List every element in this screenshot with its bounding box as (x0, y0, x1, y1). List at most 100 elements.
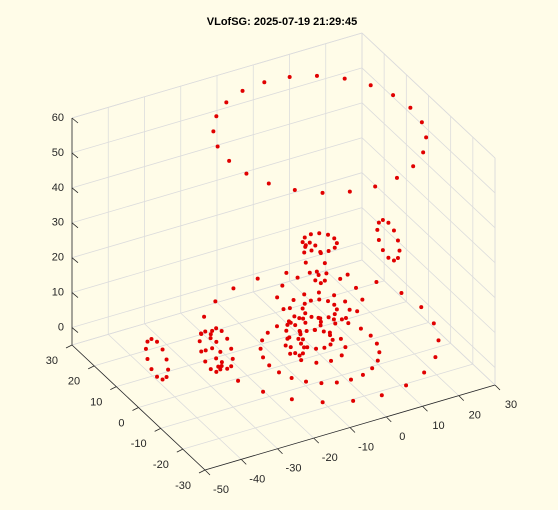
data-point (265, 330, 270, 335)
data-point (277, 370, 282, 375)
data-point (214, 369, 219, 374)
x-tick-label: -20 (322, 452, 338, 464)
x-tick-mark (277, 448, 283, 455)
data-point (391, 258, 396, 263)
z-tick-mark (71, 327, 79, 333)
data-point (288, 345, 293, 350)
data-point (303, 311, 308, 316)
x-tick-label: -50 (213, 484, 229, 496)
data-point (338, 336, 343, 341)
y-tick-mark (132, 407, 139, 411)
data-point (304, 329, 309, 334)
y-tick-label: -20 (153, 459, 169, 471)
grid-line (361, 102, 496, 229)
data-point (143, 346, 148, 351)
grid-line (71, 32, 363, 119)
data-point (394, 175, 399, 180)
grid-line (361, 242, 496, 368)
data-point (203, 329, 208, 334)
data-point (339, 353, 344, 358)
data-point (231, 286, 236, 291)
y-tick-mark (110, 386, 117, 391)
data-point (433, 355, 438, 360)
data-point (224, 100, 229, 105)
data-point (214, 114, 219, 119)
data-point (293, 323, 298, 328)
data-point (302, 292, 307, 297)
data-point (326, 248, 331, 253)
data-point (202, 314, 207, 319)
z-tick-mark (71, 187, 79, 194)
data-point (391, 93, 396, 98)
data-point (160, 377, 165, 382)
data-point (219, 329, 224, 334)
data-point (227, 158, 232, 163)
data-point (298, 332, 303, 337)
data-point (285, 336, 290, 341)
data-point (285, 322, 290, 327)
data-point (343, 299, 348, 304)
data-point (320, 400, 325, 405)
data-point (370, 366, 375, 371)
data-point (303, 260, 308, 265)
x-tick-mark (313, 437, 320, 444)
data-point (287, 75, 292, 80)
grid-line (71, 172, 363, 259)
data-point (280, 283, 285, 288)
x-tick-label: -10 (358, 441, 374, 453)
data-point (422, 370, 427, 375)
data-point (376, 220, 381, 225)
grid-line (160, 342, 451, 429)
grid-line (71, 207, 363, 293)
data-point (302, 301, 307, 306)
data-point (322, 261, 327, 266)
data-point (302, 250, 307, 255)
data-point (404, 383, 409, 388)
data-point (380, 218, 385, 223)
y-tick-mark (87, 365, 95, 370)
y-tick-label: -10 (131, 438, 147, 450)
data-point (395, 238, 400, 243)
data-point (283, 343, 288, 348)
data-point (360, 297, 365, 302)
data-point (318, 281, 323, 286)
y-tick-label: 10 (90, 397, 102, 409)
data-point (284, 270, 289, 275)
data-point (299, 358, 304, 363)
data-point (230, 356, 235, 361)
x-tick-mark (458, 395, 465, 401)
data-point (368, 333, 373, 338)
data-point (293, 351, 298, 356)
data-point (287, 306, 292, 311)
data-point (373, 184, 378, 189)
data-point (360, 372, 365, 377)
data-point (214, 356, 219, 361)
data-point (321, 329, 326, 334)
x-tick-mark (349, 427, 356, 433)
data-point (326, 315, 331, 320)
grid-line (116, 301, 407, 388)
x-tick-label: 10 (432, 420, 444, 432)
z-tick-label: 30 (52, 217, 64, 229)
x-tick-mark (494, 384, 501, 391)
data-point (368, 83, 373, 88)
data-point (326, 299, 331, 304)
z-tick-label: 10 (52, 287, 64, 299)
data-point (214, 339, 219, 344)
data-point (145, 357, 150, 362)
data-point (219, 360, 224, 365)
data-point (320, 190, 325, 195)
data-point (343, 315, 348, 320)
data-point (225, 366, 230, 371)
data-point (324, 271, 329, 276)
data-point (240, 88, 245, 93)
data-point (338, 276, 343, 281)
data-point (309, 314, 314, 319)
data-point (347, 307, 352, 312)
data-point (358, 326, 363, 331)
data-point (374, 280, 379, 285)
z-tick-mark (71, 152, 79, 159)
data-point (300, 240, 305, 245)
data-point (376, 238, 381, 243)
